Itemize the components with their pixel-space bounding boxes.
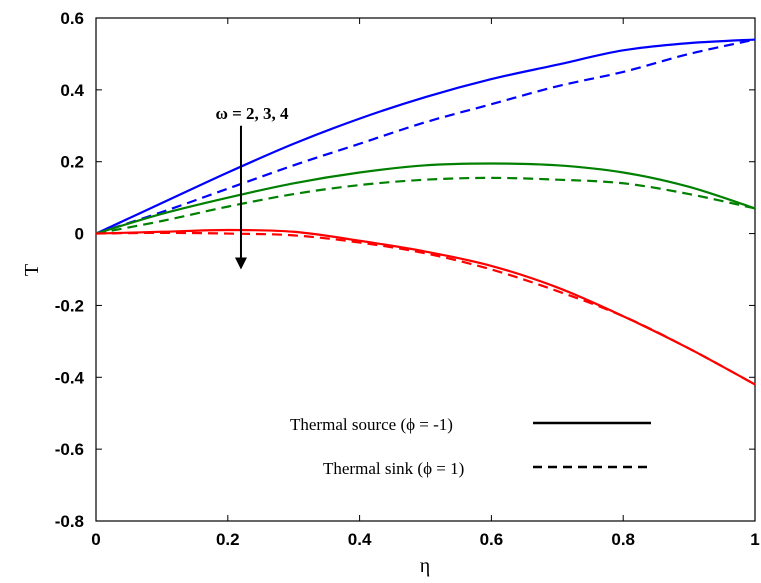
y-tick-label: 0.6: [60, 9, 84, 28]
x-tick-label: 0.8: [611, 530, 635, 549]
series-line-4-dashed: [95, 176, 756, 235]
data-series: [95, 38, 756, 386]
legend-label-source: Thermal source (ϕ = -1): [290, 415, 453, 434]
plot-area: [95, 17, 756, 522]
x-tick-label: 0: [91, 530, 100, 549]
y-tick-label: -0.6: [55, 440, 84, 459]
series-line-1-solid: [95, 38, 756, 235]
annotation-arrow: [234, 125, 247, 270]
y-tick-label: 0.4: [60, 81, 84, 100]
legend: Thermal source (ϕ = -1) Thermal sink (ϕ …: [290, 415, 651, 478]
axis-ticks: 0 0.2 0.4 0.6 0.8 1 -0.8 -0.6 -0.4 -0.2 0 0.2 0.4 0.6: [55, 9, 760, 549]
x-tick-label: 1: [750, 530, 759, 549]
x-axis-label: η: [420, 555, 430, 577]
series-line-3-solid: [95, 162, 756, 235]
annotation-arrow-head: [234, 257, 247, 270]
y-tick-label: -0.2: [55, 296, 84, 315]
y-tick-label: 0: [75, 225, 84, 244]
x-tick-label: 0.6: [480, 530, 504, 549]
x-tick-label: 0.4: [348, 530, 372, 549]
y-tick-label: -0.4: [55, 368, 85, 387]
y-tick-label: -0.8: [55, 512, 84, 531]
legend-label-sink: Thermal sink (ϕ = 1): [323, 459, 464, 478]
x-tick-label: 0.2: [216, 530, 240, 549]
series-line-6-dashed: [95, 231, 756, 386]
y-axis-label: T: [21, 264, 43, 276]
omega-annotation: ω = 2, 3, 4: [215, 104, 289, 123]
y-tick-label: 0.2: [60, 153, 84, 172]
series-line-2-dashed: [95, 38, 756, 235]
